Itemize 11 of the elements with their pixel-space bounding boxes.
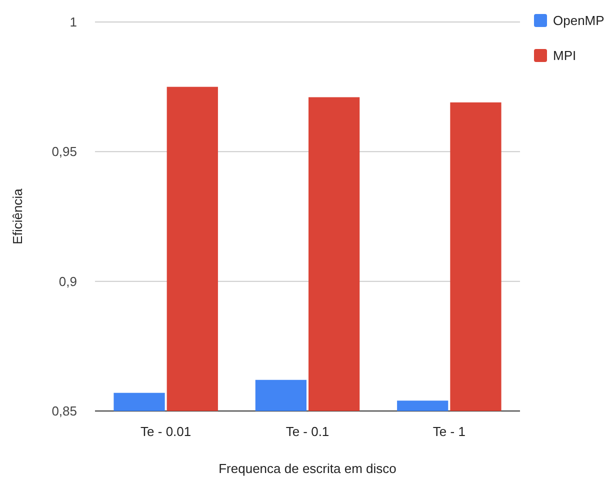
x-tick-label: Te - 1: [432, 424, 466, 439]
y-tick-label: 0,95: [52, 144, 77, 160]
legend-label: OpenMP: [553, 13, 604, 28]
y-axis-title: Eficiência: [10, 188, 25, 244]
x-tick-label: Te - 0.01: [140, 424, 192, 439]
legend-label: MPI: [553, 48, 576, 64]
y-tick-label: 1: [70, 14, 77, 30]
y-tick-label: 0,9: [58, 274, 77, 289]
x-tick-label: Te - 0.1: [286, 424, 330, 439]
y-tick-label: 0,85: [52, 404, 77, 419]
x-axis-title: Frequenca de escrita em disco: [218, 461, 396, 476]
